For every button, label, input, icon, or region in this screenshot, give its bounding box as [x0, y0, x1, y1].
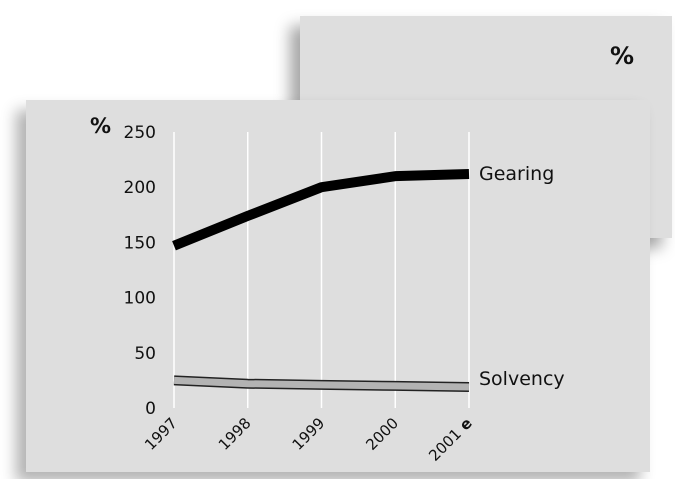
gearing-label: Gearing — [479, 163, 554, 185]
x-tick-1999: 1999 — [289, 414, 329, 454]
x-tick-1997: 1997 — [141, 414, 181, 454]
solvency-line — [173, 376, 470, 391]
y-tick-100: 100 — [124, 289, 156, 309]
y-tick-labels: 0 50 100 150 200 250 — [124, 123, 156, 419]
y-tick-50: 50 — [134, 344, 156, 364]
chart-panel — [26, 100, 650, 472]
y-tick-150: 150 — [124, 233, 156, 253]
solvency-label: Solvency — [479, 368, 565, 390]
y-axis-unit-label: % — [90, 114, 112, 138]
back-panel-unit-label: % — [610, 42, 635, 70]
x-tick-2001: 2001 e — [425, 414, 476, 465]
y-tick-250: 250 — [124, 123, 156, 143]
x-tick-2000: 2000 — [362, 414, 402, 454]
gearing-line — [172, 168, 470, 251]
x-tick-1998: 1998 — [215, 414, 255, 454]
y-tick-0: 0 — [145, 399, 156, 419]
series-labels: Gearing Solvency — [479, 163, 565, 390]
y-tick-200: 200 — [124, 178, 156, 198]
series-lines — [172, 168, 470, 393]
x-tick-labels: 1997 1998 1999 2000 2001 e — [141, 414, 476, 465]
